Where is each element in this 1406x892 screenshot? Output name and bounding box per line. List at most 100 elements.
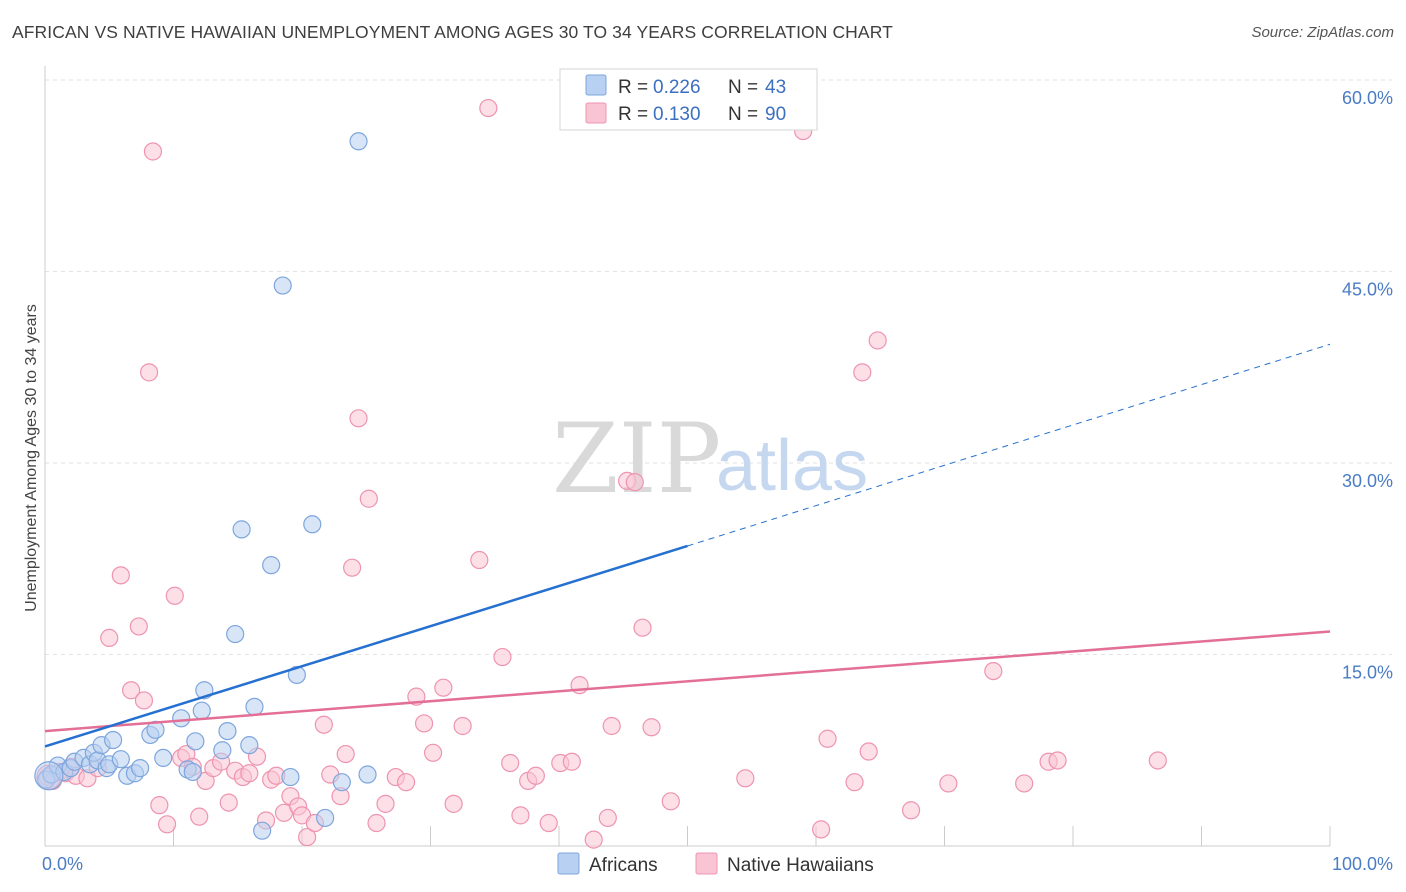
- native-hawaiians-trend-line: [44, 630, 1331, 733]
- watermark-zip: ZIP: [552, 403, 721, 515]
- native-hawaiians-point-68: [598, 808, 617, 828]
- africans-cluster-point: [34, 761, 64, 791]
- native-hawaiians-point-46: [367, 813, 386, 833]
- chart-title: AFRICAN VS NATIVE HAWAIIAN UNEMPLOYMENT …: [12, 22, 893, 42]
- native-hawaiians-point-53: [434, 678, 453, 697]
- africans-n-label: N =: [728, 77, 758, 98]
- native-hawaiians-point-88: [1148, 751, 1167, 770]
- native-hawaiians-point-84: [984, 661, 1003, 681]
- native-hawaiians-point-17: [165, 586, 184, 605]
- native-hawaiians-point-55: [453, 716, 472, 736]
- native-hawaiians-point-78: [845, 773, 864, 792]
- africans-point-37: [287, 665, 306, 685]
- native-hawaiians-point-69: [602, 716, 621, 736]
- africans-point-29: [226, 624, 245, 644]
- africans-trend-line-extension: [687, 343, 1331, 547]
- native-hawaiians-point-44: [349, 409, 368, 428]
- native-hawaiians-point-54: [444, 794, 463, 813]
- native-hawaiians-point-60: [511, 806, 530, 825]
- native-hawaiians-point-83: [939, 774, 958, 793]
- native-hawaiians-points: [36, 98, 1167, 849]
- native-hawaiians-point-81: [868, 331, 887, 350]
- native-hawaiians-point-8: [100, 628, 119, 648]
- native-hawaiians-point-80: [859, 742, 878, 761]
- native-hawaiians-point-43: [343, 558, 362, 577]
- africans-point-17: [130, 759, 150, 778]
- native-hawaiians-point-14: [143, 142, 163, 161]
- stats-legend: R = 0.226 N = 43 R = 0.130 N = 90: [559, 68, 818, 131]
- native-hawaiians-point-52: [423, 743, 443, 762]
- africans-point-14: [111, 750, 130, 769]
- africans-point-21: [172, 709, 191, 728]
- native-hawaiians-point-63: [539, 813, 558, 833]
- y-tick-label-2: 45.0%: [1342, 280, 1393, 300]
- native-hawaiians-point-56: [470, 550, 489, 570]
- x-axis-ticks: 0.0% 100.0%: [42, 854, 1393, 874]
- africans-trend-line: [44, 544, 688, 748]
- africans-point-35: [273, 276, 292, 295]
- native-hawaiians-point-76: [812, 820, 831, 839]
- native-hawaiians-point-45: [359, 489, 378, 508]
- native-hawaiians-point-42: [336, 744, 355, 764]
- native-hawaiians-point-12: [134, 691, 154, 710]
- x-tick-label-max: 100.0%: [1332, 854, 1393, 874]
- y-tick-label-3: 60.0%: [1342, 88, 1393, 108]
- africans-point-34: [262, 556, 281, 575]
- native-hawaiians-point-89: [736, 769, 755, 788]
- native-hawaiians-point-47: [376, 794, 395, 813]
- africans-points: [34, 132, 377, 840]
- native-hawaiians-point-67: [584, 830, 603, 849]
- africans-point-31: [240, 736, 259, 755]
- native-hawaiians-point-59: [501, 753, 520, 773]
- native-hawaiians-point-73: [642, 718, 661, 737]
- africans-r-value: 0.226: [653, 77, 701, 98]
- native-hawaiians-point-9: [111, 566, 130, 585]
- africans-point-36: [281, 767, 300, 787]
- africans-point-13: [104, 730, 123, 750]
- grid: [45, 79, 1392, 655]
- native-hawaiians-point-37: [298, 827, 317, 847]
- africans-point-27: [213, 741, 232, 760]
- africans-point-32: [245, 697, 264, 716]
- africans-point-33: [253, 821, 272, 840]
- africans-point-41: [349, 132, 368, 151]
- africans-point-24: [186, 732, 205, 751]
- africans-series-label: Africans: [589, 855, 658, 876]
- native-hawaiians-point-62: [526, 766, 545, 785]
- native-hawaiians-point-77: [818, 729, 837, 748]
- native-hawaiians-point-87: [1048, 751, 1067, 770]
- africans-series-swatch: [557, 852, 580, 875]
- native-hawaiians-point-11: [129, 617, 148, 636]
- native-hawaiians-point-25: [219, 793, 238, 812]
- series-legend: Africans Native Hawaiians: [557, 852, 874, 876]
- africans-point-30: [232, 520, 251, 539]
- native-hawaiians-r-label: R =: [618, 104, 648, 125]
- native-hawaiians-point-21: [190, 807, 209, 826]
- native-hawaiians-n-value: 90: [765, 104, 786, 125]
- native-hawaiians-point-74: [661, 792, 680, 811]
- native-hawaiians-point-16: [157, 815, 177, 834]
- y-tick-label-1: 30.0%: [1342, 471, 1393, 491]
- native-hawaiians-point-51: [414, 714, 434, 733]
- native-hawaiians-series-swatch: [695, 852, 718, 875]
- native-hawaiians-n-label: N =: [728, 104, 758, 125]
- native-hawaiians-point-15: [150, 796, 169, 815]
- africans-point-40: [332, 773, 351, 792]
- native-hawaiians-point-85: [1015, 774, 1034, 793]
- africans-point-20: [154, 748, 173, 768]
- native-hawaiians-point-72: [633, 618, 652, 637]
- native-hawaiians-point-58: [493, 647, 512, 667]
- native-hawaiians-point-39: [314, 715, 333, 734]
- africans-point-23: [183, 762, 202, 782]
- africans-point-38: [303, 515, 322, 534]
- native-hawaiians-point-57: [479, 98, 498, 118]
- native-hawaiians-point-28: [240, 764, 259, 783]
- x-tick-label-min: 0.0%: [42, 854, 83, 874]
- native-hawaiians-point-82: [901, 801, 921, 820]
- africans-n-value: 43: [765, 77, 786, 98]
- native-hawaiians-point-49: [396, 773, 416, 792]
- axes: [44, 66, 1331, 847]
- native-hawaiians-point-79: [853, 363, 872, 382]
- y-axis-ticks: 15.0% 30.0% 45.0% 60.0%: [1342, 88, 1393, 683]
